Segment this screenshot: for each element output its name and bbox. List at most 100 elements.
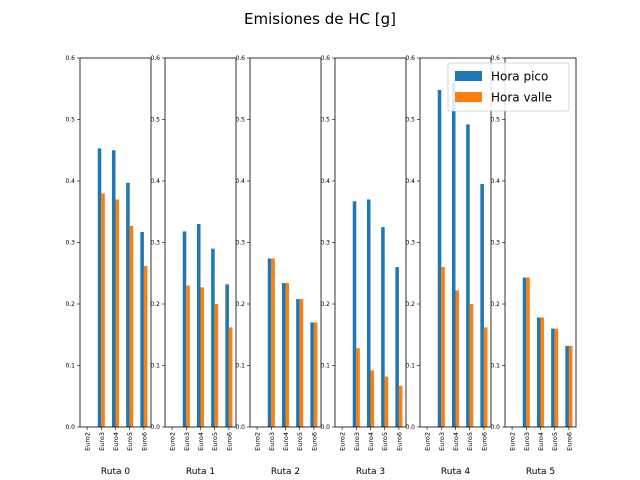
y-tick-label: 0.4: [490, 178, 500, 185]
x-category-label: Euro2: [169, 432, 177, 451]
bar-ruta4-pico-euro3: [437, 89, 442, 427]
y-tick-label: 0.5: [320, 117, 330, 124]
bar-ruta1-pico-euro5: [211, 248, 215, 427]
y-tick-label: 0.1: [235, 363, 245, 370]
bar-ruta2-pico-euro3: [267, 258, 272, 427]
y-tick-label: 0.5: [490, 117, 500, 124]
x-category-label: Euro4: [197, 432, 205, 451]
x-category-label: Euro5: [296, 432, 304, 451]
subplot-1: 0.0 0.1 0.2 0.3 0.4 0.5 0.6 Euro2 Euro3 Euro4 Euro…: [150, 55, 237, 477]
subplot-4: 0.0 0.1 0.2 0.3 0.4 0.5 0.6 Euro2 Euro3 Euro4 Euro…: [405, 55, 492, 477]
y-tick-label: 0.3: [320, 240, 330, 247]
x-category-label: Euro5: [466, 432, 474, 451]
bar-ruta1-pico-euro4: [196, 224, 201, 427]
bar-ruta3-valle-euro4: [370, 370, 375, 427]
y-tick-label: 0.3: [150, 240, 160, 247]
y-tick-label: 0.2: [150, 301, 160, 308]
bar-ruta0-pico-euro6: [140, 232, 144, 427]
y-tick-label: 0.4: [320, 178, 330, 185]
bar-ruta4-valle-euro3: [441, 267, 445, 427]
bar-ruta0-pico-euro3: [97, 148, 102, 427]
y-tick-label: 0.4: [65, 178, 75, 185]
x-category-label: Euro3: [438, 432, 446, 451]
subplot-xlabel: Ruta 0: [101, 467, 130, 477]
bar-ruta1-valle-euro6: [228, 327, 233, 427]
x-category-label: Euro5: [381, 432, 389, 451]
y-tick-label: 0.3: [235, 240, 245, 247]
bar-ruta3-valle-euro6: [398, 385, 403, 427]
x-category-label: Euro6: [565, 432, 573, 451]
bar-ruta5-pico-euro6: [565, 345, 569, 427]
bar-ruta3-pico-euro6: [395, 267, 399, 427]
bar-ruta4-valle-euro4: [455, 290, 460, 427]
bar-ruta3-pico-euro4: [366, 199, 371, 427]
bar-ruta1-valle-euro3: [186, 285, 190, 427]
x-category-label: Euro5: [126, 432, 134, 451]
x-category-label: Euro3: [98, 432, 106, 451]
x-category-label: Euro2: [339, 432, 347, 451]
bar-ruta3-valle-euro3: [356, 348, 360, 427]
y-tick-label: 0.3: [405, 240, 415, 247]
y-tick-label: 0.0: [490, 424, 500, 431]
bar-ruta1-pico-euro6: [225, 284, 229, 427]
bar-ruta1-valle-euro4: [200, 287, 205, 427]
bar-ruta1-valle-euro5: [214, 304, 219, 427]
bar-ruta2-pico-euro6: [310, 322, 314, 427]
x-category-label: Euro6: [225, 432, 233, 451]
x-category-label: Euro4: [282, 432, 290, 451]
subplot-3: 0.0 0.1 0.2 0.3 0.4 0.5 0.6 Euro2 Euro3 Euro4 Euro…: [320, 55, 407, 477]
y-tick-label: 0.5: [65, 117, 75, 124]
subplots: 0.0 0.1 0.2 0.3 0.4 0.5 0.6 Euro2 Euro3 Euro4 Euro…: [65, 55, 577, 477]
y-tick-label: 0.6: [405, 55, 415, 62]
bar-ruta2-valle-euro5: [299, 299, 304, 427]
y-tick-label: 0.4: [235, 178, 245, 185]
x-category-label: Euro4: [112, 432, 120, 451]
bar-ruta5-valle-euro4: [540, 317, 545, 427]
legend-label-valle: Hora valle: [491, 91, 552, 105]
legend-swatch-pico: [455, 71, 482, 81]
y-tick-label: 0.3: [490, 240, 500, 247]
bar-ruta5-valle-euro6: [568, 345, 573, 427]
subplot-xlabel: Ruta 4: [441, 467, 470, 477]
bar-ruta2-pico-euro5: [296, 299, 300, 427]
bar-ruta3-valle-euro5: [384, 376, 389, 427]
x-category-label: Euro6: [480, 432, 488, 451]
subplot-2: 0.0 0.1 0.2 0.3 0.4 0.5 0.6 Euro2 Euro3 Euro4 Euro…: [235, 55, 322, 477]
bar-ruta2-valle-euro6: [313, 322, 318, 427]
bar-ruta1-pico-euro3: [182, 231, 187, 427]
chart-title: Emisiones de HC [g]: [244, 10, 396, 28]
subplot-xlabel: Ruta 1: [186, 467, 215, 477]
bar-ruta2-valle-euro4: [285, 283, 290, 427]
x-category-label: Euro6: [310, 432, 318, 451]
x-category-label: Euro4: [367, 432, 375, 451]
y-tick-label: 0.5: [405, 117, 415, 124]
y-tick-label: 0.5: [235, 117, 245, 124]
x-category-label: Euro5: [551, 432, 559, 451]
y-tick-label: 0.3: [65, 240, 75, 247]
y-tick-label: 0.0: [320, 424, 330, 431]
x-category-label: Euro3: [353, 432, 361, 451]
bar-ruta4-pico-euro6: [480, 184, 484, 427]
y-tick-label: 0.1: [490, 363, 500, 370]
bar-ruta5-valle-euro3: [526, 277, 530, 427]
x-category-label: Euro2: [424, 432, 432, 451]
y-tick-label: 0.0: [405, 424, 415, 431]
x-category-label: Euro6: [140, 432, 148, 451]
y-tick-label: 0.1: [150, 363, 160, 370]
y-tick-label: 0.2: [405, 301, 415, 308]
x-category-label: Euro6: [395, 432, 403, 451]
bar-ruta0-pico-euro4: [111, 150, 116, 427]
legend: Hora pico Hora valle: [447, 62, 570, 112]
x-category-label: Euro2: [509, 432, 517, 451]
bar-ruta4-pico-euro5: [466, 124, 470, 428]
bar-ruta2-pico-euro4: [281, 283, 286, 427]
bar-ruta0-valle-euro3: [101, 193, 105, 427]
y-tick-label: 0.2: [320, 301, 330, 308]
bar-ruta4-valle-euro6: [483, 327, 488, 427]
bar-ruta0-valle-euro4: [115, 199, 120, 427]
y-tick-label: 0.2: [65, 301, 75, 308]
subplot-xlabel: Ruta 3: [356, 467, 385, 477]
x-category-label: Euro2: [254, 432, 262, 451]
bar-ruta5-pico-euro5: [551, 328, 555, 427]
x-category-label: Euro3: [183, 432, 191, 451]
